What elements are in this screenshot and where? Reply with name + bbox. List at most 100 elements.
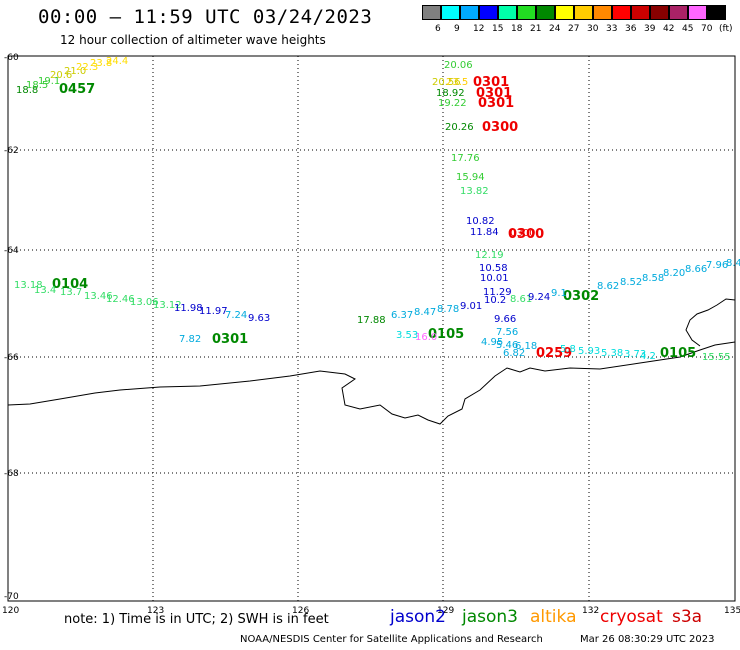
observation-value: 12.46	[106, 294, 135, 305]
pass-label: 0104	[52, 277, 88, 292]
mission-cryosat: cryosat	[600, 607, 663, 627]
svg-text:8.4: 8.4	[726, 258, 740, 269]
lon-label: 123	[147, 606, 164, 616]
color-scale-label: 21	[530, 24, 542, 34]
observation-value: 9.24	[528, 292, 550, 303]
lon-axis-labels: 120 123 126 129 132 135	[2, 606, 740, 616]
overlapping-values-cluster: 18.8 18.5 19.1 20.6 21.0 22.3 23.8 24.4 …	[16, 56, 740, 362]
color-scale-label: 18	[511, 24, 523, 34]
pass-label: 0301	[476, 86, 512, 101]
svg-text:18.5: 18.5	[26, 80, 48, 91]
svg-text:9.1: 9.1	[551, 288, 567, 299]
plot-frame	[7, 55, 736, 602]
observation-value: 8.52	[620, 277, 642, 288]
color-swatch	[669, 5, 688, 20]
observation-value: 8.58	[642, 273, 664, 284]
lat-label: -70	[4, 592, 19, 602]
observation-value: 3.73	[624, 349, 646, 360]
observation-value: 20.56	[432, 77, 461, 88]
svg-text:0300: 0300	[510, 228, 535, 239]
page-subtitle: 12 hour collection of altimeter wave hei…	[60, 33, 326, 47]
observation-value: 5.93	[578, 346, 600, 357]
lon-label: 135	[724, 606, 740, 616]
observation-value: 11.84	[470, 227, 499, 238]
lat-label: -64	[4, 246, 19, 256]
color-scale-label: 15	[492, 24, 504, 34]
mission-altika: altika	[530, 607, 577, 627]
lon-label: 129	[437, 606, 454, 616]
observation-value: 9.63	[248, 313, 270, 324]
lat-label: -66	[4, 353, 19, 363]
svg-text:13.7: 13.7	[60, 287, 82, 298]
observation-value: 7.56	[496, 327, 518, 338]
color-scale-label: 12	[473, 24, 485, 34]
svg-text:13.4: 13.4	[34, 285, 56, 296]
svg-text:18.8: 18.8	[16, 85, 38, 96]
svg-text:5.46: 5.46	[496, 340, 518, 351]
color-swatch	[460, 5, 479, 20]
generated-timestamp: Mar 26 08:30:29 UTC 2023	[580, 634, 715, 645]
lon-label: 120	[2, 606, 19, 616]
color-scale-label: 9	[454, 24, 460, 34]
observation-value: 15.55	[702, 352, 731, 363]
mission-jason3: jason3	[462, 607, 518, 627]
svg-text:23.5: 23.5	[446, 77, 468, 88]
observation-value: 13.18	[14, 280, 43, 291]
observation-value: 8.78	[437, 304, 459, 315]
lat-label: -62	[4, 146, 19, 156]
color-swatch	[631, 5, 650, 20]
pass-label: 0301	[473, 75, 509, 90]
color-swatch	[593, 5, 612, 20]
color-scale-label: 70	[701, 24, 713, 34]
svg-text:16.0: 16.0	[415, 332, 437, 343]
color-scale-label: 36	[625, 24, 637, 34]
color-swatch	[422, 5, 441, 20]
pass-labels: 0457 0301 0301 0301 0300 0300 0104 0301 …	[52, 75, 696, 361]
observation-value: 11.29	[483, 287, 512, 298]
footer-note: note: 1) Time is in UTC; 2) SWH is in fe…	[64, 612, 329, 627]
color-scale-label: 39	[644, 24, 656, 34]
color-swatch	[536, 5, 555, 20]
pass-label: 0259	[536, 346, 572, 361]
observation-value: 12.19	[475, 250, 504, 261]
observation-value: 17.76	[451, 153, 480, 164]
observation-value: 8.47	[414, 307, 436, 318]
color-swatch	[612, 5, 631, 20]
color-scale-label: 45	[682, 24, 694, 34]
observation-value: 18.92	[436, 88, 465, 99]
observation-value: 10.01	[480, 273, 509, 284]
color-scale-label: 42	[663, 24, 675, 34]
lat-label: -60	[4, 53, 19, 63]
pass-label: 0302	[563, 289, 599, 304]
observation-value: 7.24	[225, 310, 247, 321]
svg-text:10.2: 10.2	[484, 295, 506, 306]
color-swatch	[498, 5, 517, 20]
coastline	[7, 341, 736, 425]
color-swatch	[555, 5, 574, 20]
observation-value: 8.62	[597, 281, 619, 292]
color-scale-label: 33	[606, 24, 618, 34]
mission-jason2: jason2	[390, 607, 446, 627]
pass-label: 0457	[59, 82, 95, 97]
lat-label: -68	[4, 469, 19, 479]
observation-value: 8.66	[685, 264, 707, 275]
graticule	[8, 56, 735, 601]
svg-text:6.18: 6.18	[515, 341, 537, 352]
svg-text:24.4: 24.4	[106, 56, 128, 67]
observation-value: 7.82	[179, 334, 201, 345]
observation-value: 6.82	[503, 348, 525, 359]
credit-line: NOAA/NESDIS Center for Satellite Applica…	[240, 634, 543, 645]
svg-text:22.3: 22.3	[76, 62, 98, 73]
observation-value: 11.97	[199, 306, 228, 317]
pass-label: 0105	[660, 346, 696, 361]
observation-value: 13.46	[84, 291, 113, 302]
observation-value: 9.01	[460, 301, 482, 312]
observation-value: 10.58	[479, 263, 508, 274]
observation-value: 7.96	[706, 260, 728, 271]
observation-value: 20.26	[445, 122, 474, 133]
observation-value: 20.06	[444, 60, 473, 71]
pass-label: 0300	[508, 227, 544, 242]
observation-value: 15.94	[456, 172, 485, 183]
